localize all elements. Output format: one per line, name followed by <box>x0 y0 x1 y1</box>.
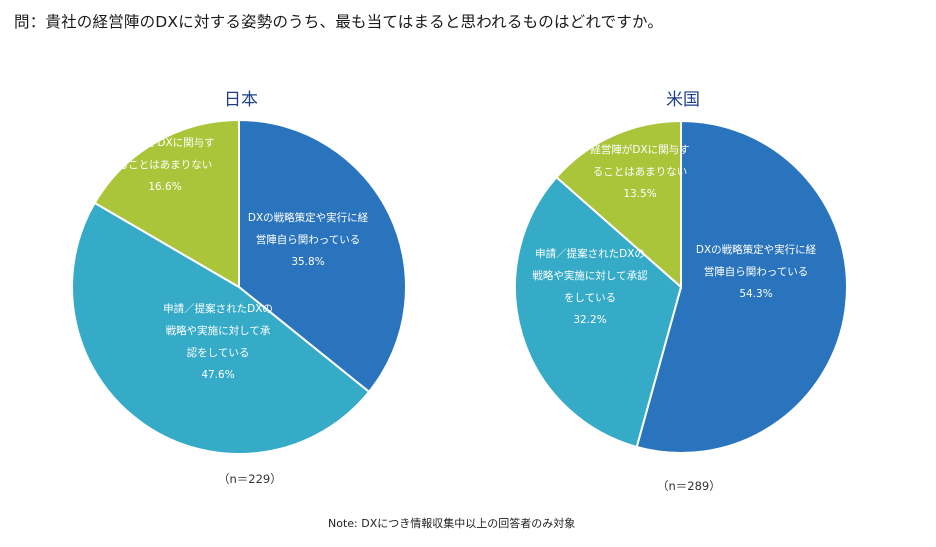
slice-text-label-us-hands-on: DXの戦略策定や実行に経 <box>696 243 817 256</box>
pie-slice-japan-hands-on <box>238 118 407 394</box>
slice-value-label-us-hands-on: 54.3% <box>739 288 772 300</box>
sample-size-us: （n＝289） <box>657 479 721 493</box>
slice-text-label-us-approves: 申請／提案されたDXの <box>535 247 645 260</box>
slice-value-label-us-not-involved: 13.5% <box>623 188 656 200</box>
slice-value-label-japan-approves: 47.6% <box>201 369 234 381</box>
slice-value-label-japan-not-involved: 16.6% <box>148 181 181 193</box>
pie-slice-us-not-involved <box>555 119 682 290</box>
slice-text-label-us-hands-on: 営陣自ら関わっている <box>704 265 808 278</box>
slice-text-label-japan-approves: 申請／提案されたDXの <box>163 302 273 315</box>
pie-slice-japan-not-involved <box>93 118 240 289</box>
slice-text-label-japan-not-involved: ることはあまりない <box>118 159 213 171</box>
slice-text-label-us-not-involved: ることはあまりない <box>593 166 688 178</box>
pie-slice-us-approves <box>514 175 683 449</box>
slice-text-label-japan-approves: 認をしている <box>187 346 250 359</box>
slice-text-label-us-approves: 戦略や実施に対して承認 <box>532 269 648 282</box>
slice-text-label-japan-hands-on: 営陣自ら関わっている <box>256 233 360 246</box>
slice-text-label-japan-hands-on: DXの戦略策定や実行に経 <box>248 211 369 224</box>
slice-value-label-us-approves: 32.2% <box>573 314 606 326</box>
pie-slice-japan-approves <box>71 201 371 455</box>
slice-text-label-us-not-involved: 経営陣がDXに関与す <box>590 143 689 156</box>
footnote: Note: DXにつき情報収集中以上の回答者のみ対象 <box>328 517 576 530</box>
sample-size-japan: （n＝229） <box>218 472 282 486</box>
slice-text-label-japan-approves: 戦略や実施に対して承 <box>166 324 271 337</box>
slice-value-label-japan-hands-on: 35.8% <box>291 256 324 268</box>
question-text: 問：貴社の経営陣のDXに対する姿勢のうち、最も当てはまると思われるものはどれです… <box>14 13 664 31</box>
pie-slice-us-hands-on <box>635 119 848 454</box>
chart-title-japan: 日本 <box>224 90 258 110</box>
chart-title-us: 米国 <box>666 90 700 110</box>
slice-text-label-us-approves: をしている <box>564 292 616 304</box>
slice-text-label-japan-not-involved: 経営陣がDXに関与す <box>115 136 214 149</box>
